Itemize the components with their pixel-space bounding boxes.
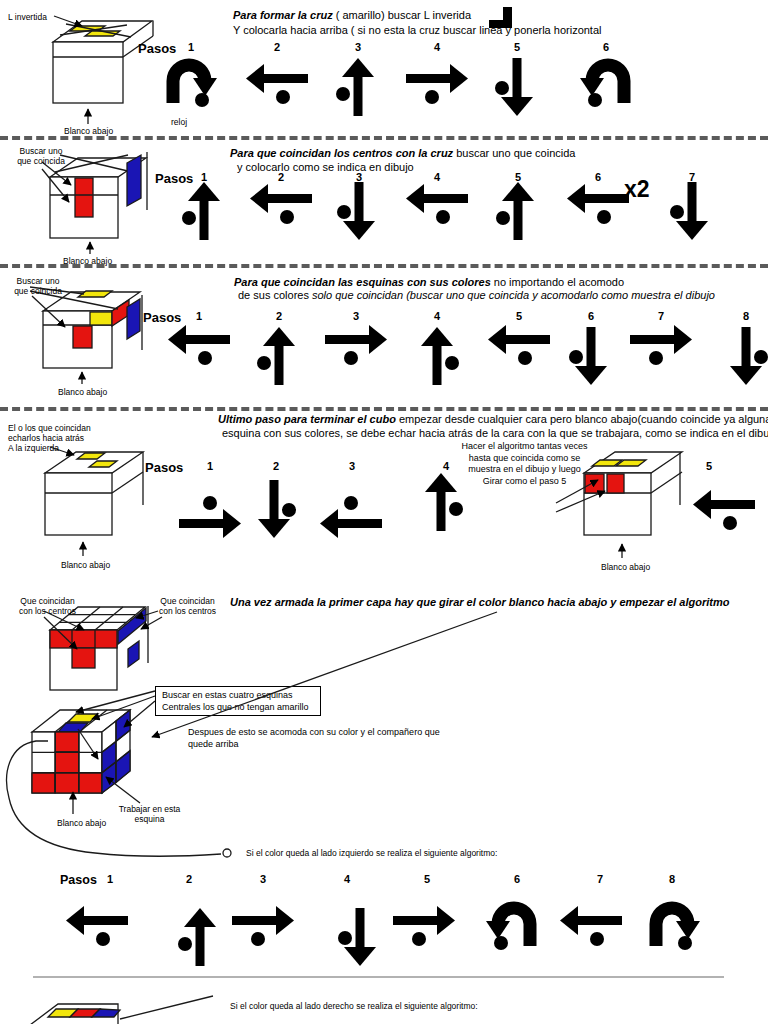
overlay-lines — [0, 0, 768, 1024]
document-page: L invertida Para formar la cruz ( amaril… — [0, 0, 768, 1024]
long-pointer-line — [152, 612, 497, 737]
